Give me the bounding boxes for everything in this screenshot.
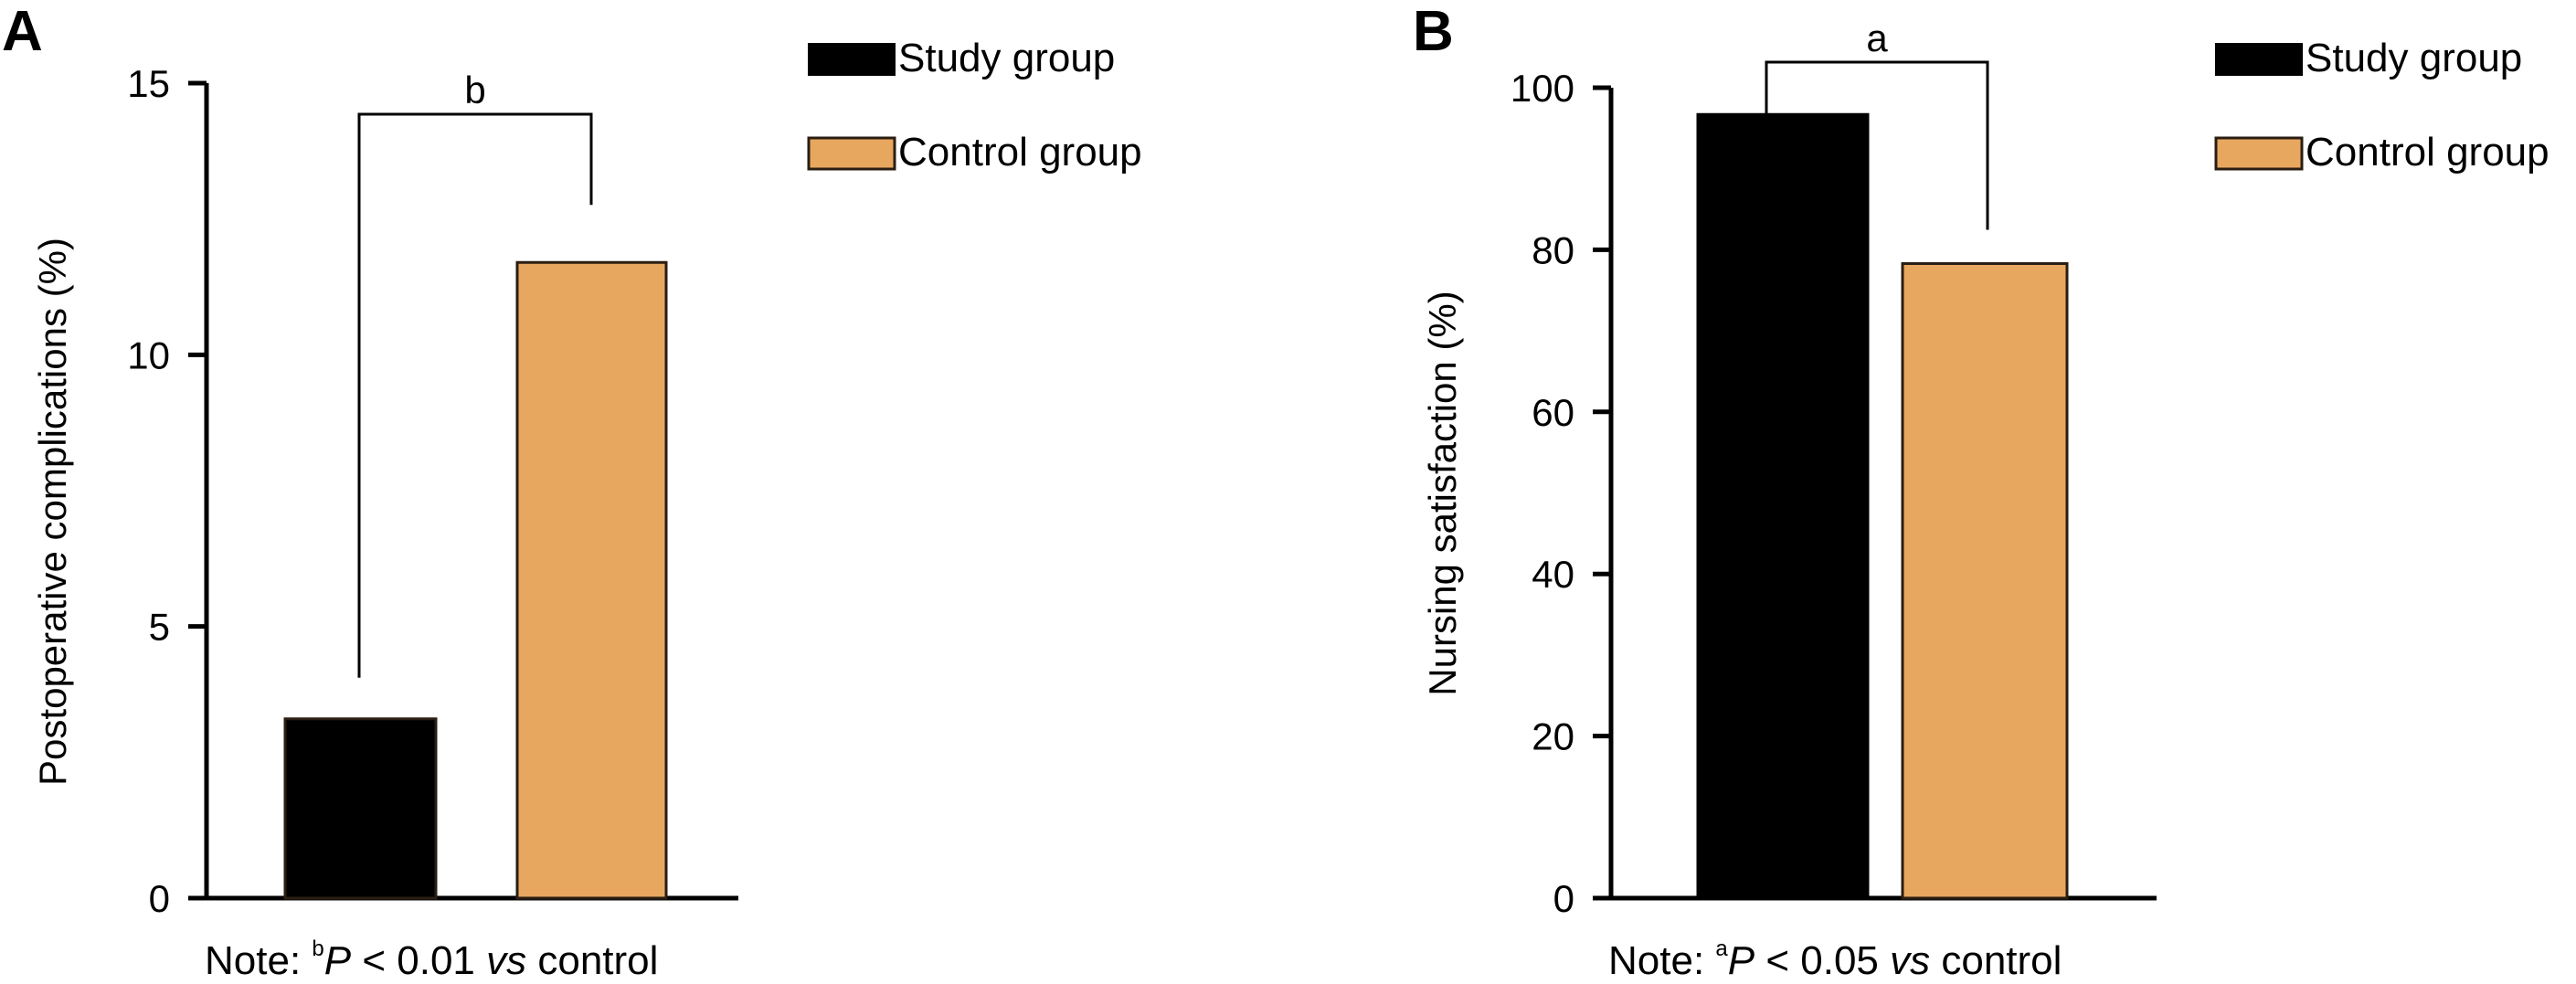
- panel-b-legend-label-control: Control group: [2306, 130, 2549, 175]
- panel-b-legend-label-study: Study group: [2306, 36, 2522, 80]
- panel-b-note-suffix: control: [1930, 938, 2062, 983]
- panel-b-note: Note: aP < 0.05 vs control: [1608, 936, 2062, 983]
- panel-a-legend-label-control: Control group: [898, 130, 1142, 175]
- panel-a-note-prefix: Note:: [205, 938, 312, 983]
- panel-b-legend: Study group Control group: [2214, 36, 2549, 175]
- panel-b-note-vs: vs: [1890, 938, 1930, 983]
- panel-a-note-sup: b: [312, 936, 323, 961]
- panel-a-legend: Study group Control group: [807, 36, 1142, 175]
- panel-a: A 0 5 10 15 Postoperative complications (%)…: [2, 0, 1142, 983]
- panel-a-letter: A: [2, 0, 43, 63]
- panel-a-note: Note: bP < 0.01 vs control: [205, 936, 658, 983]
- panel-a-y-tick-label: 5: [149, 606, 170, 649]
- panel-b-legend-swatch-study: [2215, 43, 2303, 76]
- panel-a-note-suffix: control: [526, 938, 658, 983]
- panel-b-y-tick-label: 40: [1532, 553, 1574, 596]
- panel-b-y-tick-label: 60: [1532, 391, 1574, 434]
- panel-a-y-tick-label: 15: [127, 62, 170, 105]
- panel-b-y-tick-label: 0: [1553, 877, 1574, 920]
- panel-a-note-p: P: [324, 938, 352, 983]
- panel-b-y-tick-label: 20: [1532, 715, 1574, 758]
- panel-a-legend-label-study: Study group: [898, 36, 1115, 80]
- panel-b-note-sup: a: [1715, 936, 1728, 961]
- panel-b-bar-control: [1901, 261, 2069, 900]
- panel-a-bar-study: [283, 717, 438, 900]
- panel-a-legend-swatch-control: [807, 136, 896, 171]
- panel-a-bar-control: [515, 260, 668, 900]
- panel-b-bar-study: [1696, 112, 1870, 900]
- panel-a-ticks: 0 5 10 15: [127, 62, 207, 920]
- panel-a-y-axis-label: Postoperative complications (%): [31, 238, 74, 786]
- panel-b-legend-swatch-control: [2214, 136, 2304, 171]
- panel-a-significance-bracket: [357, 112, 593, 678]
- panel-b-significance-label: a: [1866, 16, 1888, 59]
- panel-b-y-axis-label: Nursing satisfaction (%): [1421, 291, 1464, 695]
- panel-b-letter: B: [1413, 0, 1454, 63]
- panel-b-note-prefix: Note:: [1608, 938, 1715, 983]
- panel-b-note-p: P: [1728, 938, 1755, 983]
- panel-b-significance-bracket: [1765, 60, 1989, 230]
- panel-b-y-tick-label: 80: [1532, 228, 1574, 271]
- panel-a-y-tick-label: 0: [149, 877, 170, 920]
- panel-a-legend-swatch-study: [808, 43, 896, 76]
- panel-a-y-tick-label: 10: [127, 333, 170, 376]
- panel-a-significance-label: b: [464, 69, 485, 111]
- panel-b-note-rest: < 0.05: [1754, 938, 1890, 983]
- panel-a-note-rest: < 0.01: [351, 938, 486, 983]
- panel-a-note-vs: vs: [486, 938, 526, 983]
- panel-b-ticks: 0 20 40 60 80 100: [1511, 67, 1611, 920]
- panel-b-y-tick-label: 100: [1511, 67, 1574, 110]
